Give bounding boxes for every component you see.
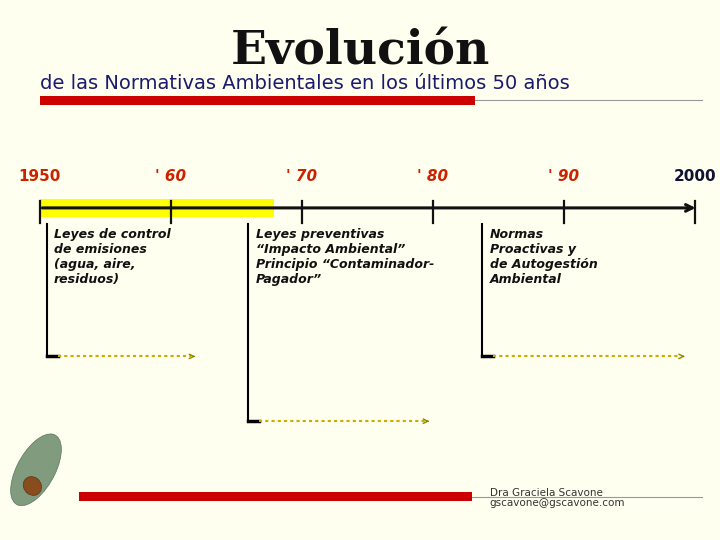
Text: Normas
Proactivas y
de Autogestión
Ambiental: Normas Proactivas y de Autogestión Ambie… [490,228,598,286]
Text: ' 70: ' 70 [286,168,318,184]
Bar [40,199,274,217]
Text: gscavone@gscavone.com: gscavone@gscavone.com [490,497,625,508]
Text: ' 80: ' 80 [417,168,449,184]
Bar [79,492,472,501]
Text: Dra Graciela Scavone: Dra Graciela Scavone [490,488,603,498]
Text: 2000: 2000 [673,168,716,184]
Bar [40,96,475,105]
Text: ' 90: ' 90 [548,168,580,184]
Text: Leyes preventivas
“Impacto Ambiental”
Principio “Contaminador-
Pagador”: Leyes preventivas “Impacto Ambiental” Pr… [256,228,434,286]
Text: Evolución: Evolución [230,28,490,75]
Text: de las Normativas Ambientales en los últimos 50 años: de las Normativas Ambientales en los últ… [40,74,570,93]
Text: 1950: 1950 [19,168,60,184]
Text: ' 60: ' 60 [155,168,186,184]
Text: Leyes de control
de emisiones
(agua, aire,
residuos): Leyes de control de emisiones (agua, air… [54,228,171,286]
Ellipse shape [23,477,42,495]
Ellipse shape [11,434,61,505]
